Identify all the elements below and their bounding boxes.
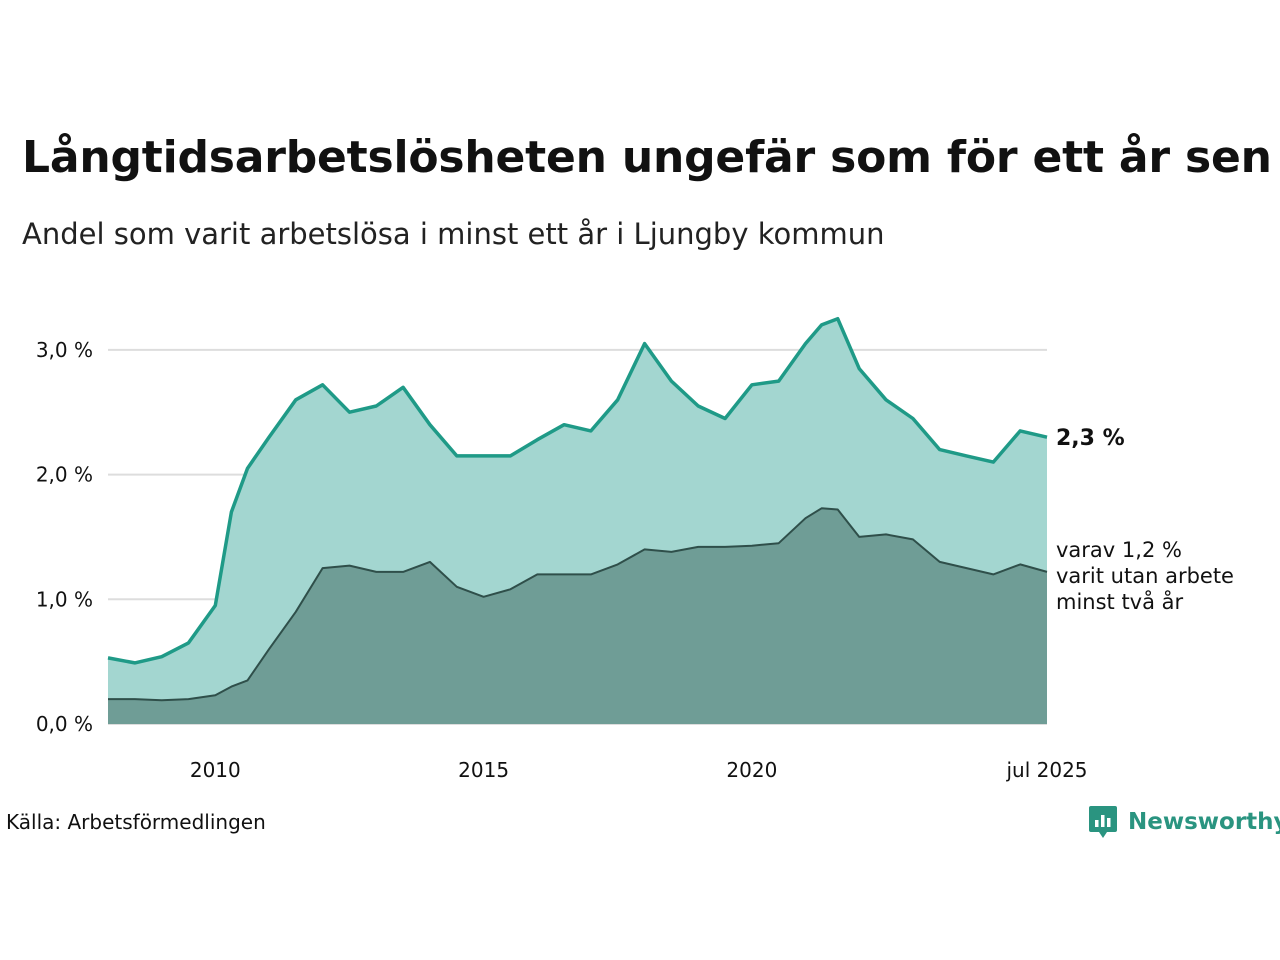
- chart: 0,0 % 1,0 % 2,0 % 3,0 % 2010 2015 2020 jul 2025…: [36, 316, 1234, 782]
- y-tick-label: 2,0 %: [36, 463, 93, 487]
- y-tick-label: 0,0 %: [36, 712, 93, 736]
- y-tick-label: 1,0 %: [36, 587, 93, 611]
- x-tick-label: 2015: [458, 758, 509, 782]
- x-tick-label: jul 2025: [1005, 758, 1087, 782]
- sub-area: [108, 508, 1047, 724]
- page-title: Långtidsarbetslösheten ungefär som för e…: [22, 132, 1272, 183]
- newsworthy-logo[interactable]: Newsworthy: [1088, 804, 1280, 840]
- x-tick-label: 2010: [190, 758, 241, 782]
- end-value-label: 2,3 %: [1056, 426, 1125, 451]
- logo-text: Newsworthy: [1128, 809, 1280, 835]
- y-tick-label: 3,0 %: [36, 338, 93, 362]
- source-note: Källa: Arbetsförmedlingen: [6, 810, 266, 834]
- note-line: varit utan arbete: [1056, 564, 1234, 588]
- total-series-line: [107, 316, 1048, 665]
- axis-labels: 0,0 % 1,0 % 2,0 % 3,0 % 2010 2015 2020 jul 2025: [36, 338, 1088, 782]
- sub-series-note: varav 1,2 % varit utan arbete minst två år: [1056, 538, 1234, 614]
- sub-series-line: [108, 507, 1048, 702]
- note-line: varav 1,2 %: [1056, 538, 1182, 562]
- note-line: minst två år: [1056, 589, 1184, 614]
- x-tick-label: 2020: [726, 758, 777, 782]
- bar-chart-bubble-icon: [1089, 806, 1117, 838]
- page-subtitle: Andel som varit arbetslösa i minst ett å…: [22, 217, 885, 251]
